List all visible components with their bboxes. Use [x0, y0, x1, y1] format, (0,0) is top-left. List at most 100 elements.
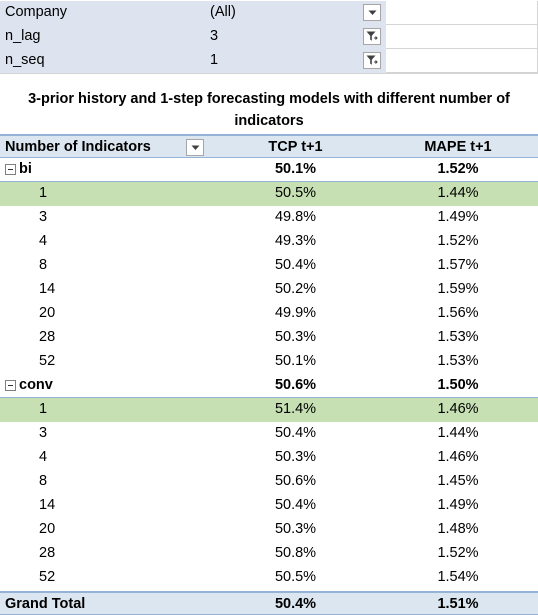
table-row: 4 50.3% 1.46%	[0, 446, 538, 470]
empty-cell	[386, 1, 538, 25]
filter-label: n_lag	[5, 28, 41, 44]
filter-applied-icon	[366, 55, 378, 65]
indicator-count: 28	[39, 545, 56, 561]
mape-value: 1.52%	[437, 161, 479, 177]
table-row: 3 49.8% 1.49%	[0, 206, 538, 230]
group-name: bi	[19, 161, 32, 177]
table-row: 52 50.5% 1.54%	[0, 566, 538, 590]
column-header-indicators: Number of Indicators	[5, 139, 151, 155]
indicator-count: 3	[39, 209, 48, 225]
filter-value: (All)	[210, 4, 236, 20]
tcp-value: 50.4%	[274, 596, 317, 612]
tcp-value: 50.2%	[274, 281, 317, 297]
table-row: 52 50.1% 1.53%	[0, 350, 538, 374]
dropdown-arrow-icon	[191, 145, 199, 150]
mape-value: 1.45%	[437, 473, 479, 489]
collapse-toggle-button[interactable]	[5, 164, 16, 175]
table-row: 28 50.3% 1.53%	[0, 326, 538, 350]
indicator-count: 8	[39, 257, 48, 273]
table-row: 8 50.4% 1.57%	[0, 254, 538, 278]
group-row: conv 50.6% 1.50%	[0, 374, 538, 398]
tcp-value: 50.5%	[274, 185, 317, 201]
filter-value: 1	[210, 52, 219, 68]
mape-value: 1.46%	[437, 401, 479, 417]
table-row: 8 50.6% 1.45%	[0, 470, 538, 494]
tcp-value: 50.1%	[274, 353, 317, 369]
indicator-count: 52	[39, 569, 56, 585]
indicator-count: 28	[39, 329, 56, 345]
mape-value: 1.56%	[437, 305, 479, 321]
tcp-value: 50.4%	[274, 497, 317, 513]
group-row: bi 50.1% 1.52%	[0, 158, 538, 182]
filter-label: n_seq	[5, 52, 45, 68]
indicator-count: 8	[39, 473, 48, 489]
mape-value: 1.52%	[437, 545, 479, 561]
tcp-value: 50.1%	[274, 161, 317, 177]
column-header-tcp: TCP t+1	[268, 139, 323, 155]
mape-value: 1.59%	[437, 281, 479, 297]
indicator-count: 4	[39, 449, 48, 465]
pivot-header-row: Number of Indicators TCP t+1 MAPE t+1	[0, 134, 538, 158]
empty-cell	[386, 25, 538, 49]
indicator-count: 52	[39, 353, 56, 369]
minus-icon	[8, 169, 13, 170]
indicator-count: 4	[39, 233, 48, 249]
spacer-row	[0, 73, 538, 88]
table-row: 3 50.4% 1.44%	[0, 422, 538, 446]
tcp-value: 50.4%	[274, 257, 317, 273]
table-title: 3-prior history and 1-step forecasting m…	[28, 91, 510, 129]
tcp-value: 50.5%	[274, 569, 317, 585]
grand-total-row: Grand Total 50.4% 1.51%	[0, 591, 538, 615]
indicator-count: 20	[39, 305, 56, 321]
mape-value: 1.52%	[437, 233, 479, 249]
filter-row-n-seq: n_seq 1	[0, 49, 538, 74]
mape-value: 1.53%	[437, 353, 479, 369]
minus-icon	[8, 385, 13, 386]
tcp-value: 49.8%	[274, 209, 317, 225]
table-row: 4 49.3% 1.52%	[0, 230, 538, 254]
company-filter-dropdown-button[interactable]	[363, 4, 381, 21]
mape-value: 1.48%	[437, 521, 479, 537]
n-lag-filter-dropdown-button[interactable]	[363, 28, 381, 45]
filter-row-company: Company (All)	[0, 1, 538, 26]
column-header-mape: MAPE t+1	[424, 139, 492, 155]
empty-cell	[386, 49, 538, 73]
table-row: 20 49.9% 1.56%	[0, 302, 538, 326]
mape-value: 1.46%	[437, 449, 479, 465]
collapse-toggle-button[interactable]	[5, 380, 16, 391]
tcp-value: 51.4%	[274, 401, 317, 417]
table-row: 1 51.4% 1.46%	[0, 398, 538, 422]
group-label-cell: conv	[5, 377, 53, 393]
mape-value: 1.57%	[437, 257, 479, 273]
filter-applied-icon	[366, 31, 378, 41]
row-labels-dropdown-button[interactable]	[186, 139, 204, 156]
indicator-count: 14	[39, 281, 56, 297]
tcp-value: 50.3%	[274, 449, 317, 465]
tcp-value: 50.3%	[274, 329, 317, 345]
filter-row-n-lag: n_lag 3	[0, 25, 538, 50]
filter-value: 3	[210, 28, 219, 44]
tcp-value: 50.8%	[274, 545, 317, 561]
group-label-cell: bi	[5, 161, 32, 177]
table-row: 28 50.8% 1.52%	[0, 542, 538, 566]
mape-value: 1.49%	[437, 209, 479, 225]
mape-value: 1.44%	[437, 425, 479, 441]
indicator-count: 20	[39, 521, 56, 537]
n-seq-filter-dropdown-button[interactable]	[363, 52, 381, 69]
group-name: conv	[19, 377, 53, 393]
indicator-count: 14	[39, 497, 56, 513]
tcp-value: 49.9%	[274, 305, 317, 321]
mape-value: 1.50%	[437, 377, 479, 393]
table-row: 14 50.4% 1.49%	[0, 494, 538, 518]
table-row: 14 50.2% 1.59%	[0, 278, 538, 302]
tcp-value: 49.3%	[274, 233, 317, 249]
tcp-value: 50.4%	[274, 425, 317, 441]
filter-label: Company	[5, 4, 68, 20]
indicator-count: 1	[39, 401, 48, 417]
mape-value: 1.49%	[437, 497, 479, 513]
mape-value: 1.51%	[437, 596, 479, 612]
indicator-count: 1	[39, 185, 48, 201]
table-row: 20 50.3% 1.48%	[0, 518, 538, 542]
grand-total-label: Grand Total	[5, 596, 86, 612]
mape-value: 1.44%	[437, 185, 479, 201]
